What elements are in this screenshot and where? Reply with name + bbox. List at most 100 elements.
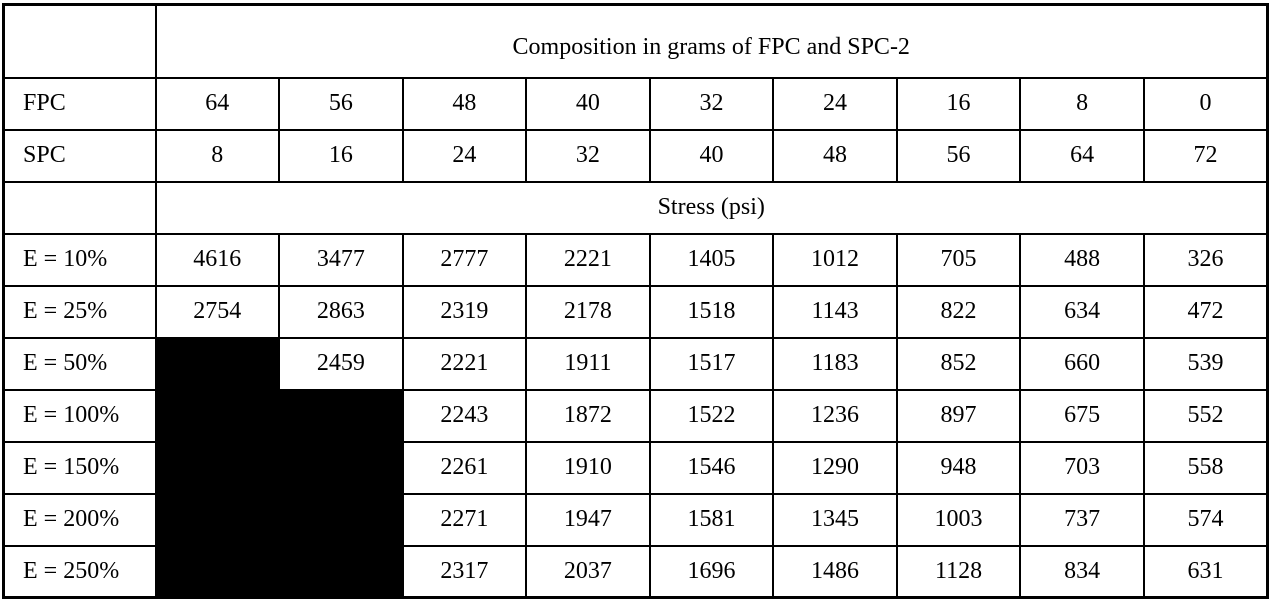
row-fpc-value-0: 64 (154, 76, 281, 131)
row-e-25pct: E = 25% 2754 2863 2319 2178 1518 1143 822 634 472 (2, 284, 1269, 339)
row-e-10pct-value-1: 3477 (278, 232, 404, 287)
row-fpc-value-2: 48 (401, 76, 528, 131)
row-e-200pct-value-5: 1345 (772, 492, 898, 547)
row-e-100pct-label: E = 100% (2, 388, 157, 443)
row-spc-label: SPC (2, 128, 157, 183)
row-spc-value-7: 64 (1019, 128, 1145, 183)
row-e-200pct: E = 200% 2271 1947 1581 1345 1003 737 574 (2, 492, 1269, 547)
row-e-250pct-value-8: 631 (1142, 544, 1269, 599)
row-e-10pct-label: E = 10% (2, 232, 157, 287)
row-e-50pct-value-7: 660 (1019, 336, 1145, 391)
row-e-50pct-label: E = 50% (2, 336, 157, 391)
row-e-200pct-label: E = 200% (2, 492, 157, 547)
row-spc-value-2: 24 (401, 128, 528, 183)
row-e-100pct-redacted-cell-1 (278, 388, 404, 443)
row-e-25pct-value-4: 1518 (648, 284, 775, 339)
row-e-10pct-value-5: 1012 (772, 232, 898, 287)
row-e-10pct-value-8: 326 (1142, 232, 1269, 287)
row-e-10pct: E = 10% 4616 3477 2777 2221 1405 1012 705 488 326 (2, 232, 1269, 287)
row-e-150pct-value-5: 1290 (772, 440, 898, 495)
row-e-50pct-value-5: 1183 (772, 336, 898, 391)
composition-header-section: Composition in grams of FPC and SPC-2 (2, 3, 1269, 79)
row-e-250pct-value-4: 1696 (648, 544, 775, 599)
row-e-200pct-redacted-cell-1 (278, 492, 404, 547)
row-e-10pct-value-4: 1405 (648, 232, 775, 287)
row-e-150pct-value-6: 948 (895, 440, 1022, 495)
row-fpc-value-8: 0 (1142, 76, 1269, 131)
row-e-250pct-value-5: 1486 (772, 544, 898, 599)
row-spc: SPC 8 16 24 32 40 48 56 64 72 (2, 128, 1269, 183)
row-fpc-label: FPC (2, 76, 157, 131)
row-e-100pct-value-2: 2243 (401, 388, 528, 443)
row-e-50pct-value-8: 539 (1142, 336, 1269, 391)
row-e-100pct-value-8: 552 (1142, 388, 1269, 443)
row-e-200pct-value-7: 737 (1019, 492, 1145, 547)
stress-header: Stress (psi) (154, 180, 1269, 235)
row-e-10pct-value-6: 705 (895, 232, 1022, 287)
row-e-200pct-value-3: 1947 (525, 492, 651, 547)
row-e-25pct-value-1: 2863 (278, 284, 404, 339)
row-e-10pct-value-2: 2777 (401, 232, 528, 287)
row-e-25pct-value-8: 472 (1142, 284, 1269, 339)
row-spc-value-1: 16 (278, 128, 404, 183)
row-spc-value-0: 8 (154, 128, 281, 183)
row-e-100pct-value-4: 1522 (648, 388, 775, 443)
row-e-50pct-redacted-cell-0 (154, 336, 281, 391)
stress-section: E = 10% 4616 3477 2777 2221 1405 1012 705 488 326… (2, 232, 1269, 599)
row-e-25pct-value-5: 1143 (772, 284, 898, 339)
row-e-250pct: E = 250% 2317 2037 1696 1486 1128 834 631 (2, 544, 1269, 599)
row-e-150pct-value-2: 2261 (401, 440, 528, 495)
row-e-200pct-value-4: 1581 (648, 492, 775, 547)
row-e-50pct-value-2: 2221 (401, 336, 528, 391)
corner-cell-stress (2, 180, 157, 235)
row-e-10pct-value-3: 2221 (525, 232, 651, 287)
row-e-150pct-redacted-cell-1 (278, 440, 404, 495)
stress-header-row: Stress (psi) (2, 180, 1269, 235)
row-spc-value-4: 40 (648, 128, 775, 183)
row-e-200pct-value-8: 574 (1142, 492, 1269, 547)
row-e-150pct-redacted-cell-0 (154, 440, 281, 495)
row-e-50pct-value-4: 1517 (648, 336, 775, 391)
row-e-25pct-value-3: 2178 (525, 284, 651, 339)
row-e-250pct-redacted-cell-0 (154, 544, 281, 599)
row-fpc-value-6: 16 (895, 76, 1022, 131)
row-e-250pct-redacted-cell-1 (278, 544, 404, 599)
corner-cell-top (2, 3, 157, 79)
row-e-10pct-value-0: 4616 (154, 232, 281, 287)
row-e-25pct-value-6: 822 (895, 284, 1022, 339)
row-fpc-value-4: 32 (648, 76, 775, 131)
row-e-250pct-value-2: 2317 (401, 544, 528, 599)
row-e-50pct-value-1: 2459 (278, 336, 404, 391)
row-spc-value-8: 72 (1142, 128, 1269, 183)
row-e-25pct-value-0: 2754 (154, 284, 281, 339)
row-e-50pct: E = 50% 2459 2221 1911 1517 1183 852 660 539 (2, 336, 1269, 391)
row-e-250pct-value-3: 2037 (525, 544, 651, 599)
row-e-250pct-label: E = 250% (2, 544, 157, 599)
row-e-100pct: E = 100% 2243 1872 1522 1236 897 675 552 (2, 388, 1269, 443)
row-e-250pct-value-6: 1128 (895, 544, 1022, 599)
row-e-250pct-value-7: 834 (1019, 544, 1145, 599)
composition-header: Composition in grams of FPC and SPC-2 (154, 3, 1269, 79)
row-e-150pct-label: E = 150% (2, 440, 157, 495)
row-e-150pct-value-7: 703 (1019, 440, 1145, 495)
row-e-25pct-value-7: 634 (1019, 284, 1145, 339)
row-fpc: FPC 64 56 48 40 32 24 16 8 0 (2, 76, 1269, 131)
row-e-50pct-value-6: 852 (895, 336, 1022, 391)
row-e-200pct-value-2: 2271 (401, 492, 528, 547)
row-e-100pct-value-3: 1872 (525, 388, 651, 443)
row-spc-value-3: 32 (525, 128, 651, 183)
row-e-150pct: E = 150% 2261 1910 1546 1290 948 703 558 (2, 440, 1269, 495)
row-spc-value-6: 56 (895, 128, 1022, 183)
composition-stress-table: Composition in grams of FPC and SPC-2 FP… (2, 3, 1269, 599)
row-fpc-value-7: 8 (1019, 76, 1145, 131)
row-e-100pct-value-5: 1236 (772, 388, 898, 443)
row-e-25pct-value-2: 2319 (401, 284, 528, 339)
row-e-100pct-value-7: 675 (1019, 388, 1145, 443)
stress-header-section: Stress (psi) (2, 180, 1269, 235)
row-e-10pct-value-7: 488 (1019, 232, 1145, 287)
row-e-150pct-value-4: 1546 (648, 440, 775, 495)
row-fpc-value-5: 24 (772, 76, 898, 131)
row-e-150pct-value-3: 1910 (525, 440, 651, 495)
ingredient-section: FPC 64 56 48 40 32 24 16 8 0 SPC 8 16 24 32 40 48 56 64 72 (2, 76, 1269, 183)
